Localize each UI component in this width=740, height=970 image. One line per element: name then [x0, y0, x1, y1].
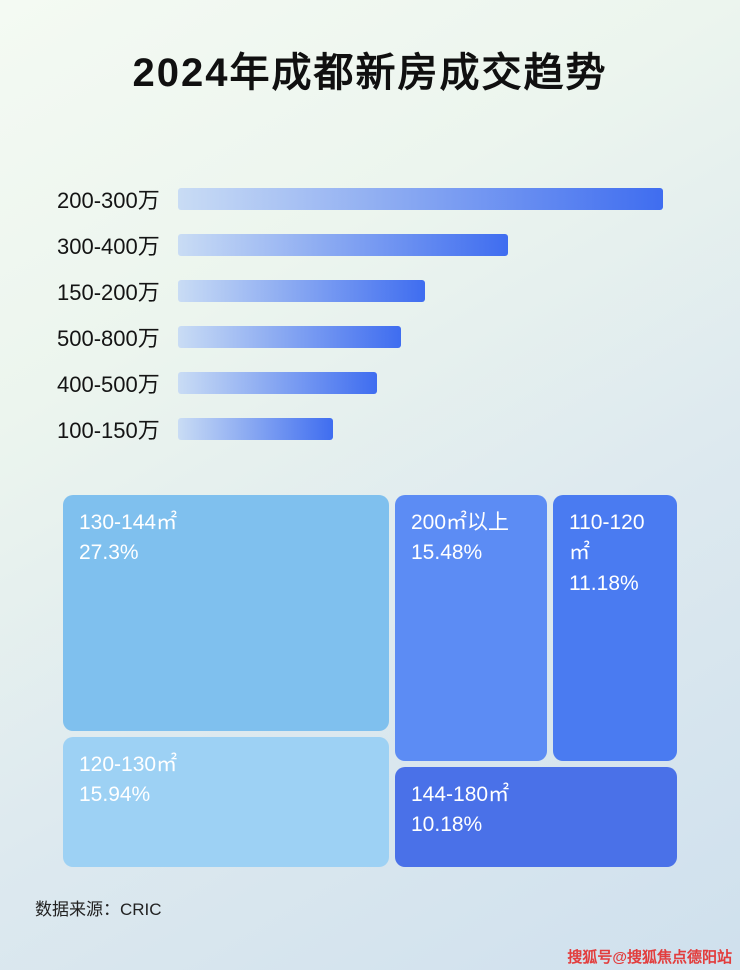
treemap-block-110-120: 110-120㎡ 11.18%	[553, 495, 677, 761]
treemap-block-144-180: 144-180㎡ 10.18%	[395, 767, 677, 867]
block-label: 120-130㎡	[79, 753, 178, 776]
block-percent: 15.94%	[79, 783, 151, 807]
block-label: 130-144㎡	[79, 511, 178, 534]
bar-category-label: 100-150万	[57, 418, 160, 443]
data-source-note: 数据来源：CRIC	[35, 900, 162, 919]
treemap-block-130-144: 130-144㎡ 27.3%	[63, 495, 389, 731]
bar	[178, 234, 508, 256]
block-percent: 15.48%	[411, 541, 483, 565]
block-percent: 27.3%	[79, 541, 139, 565]
bar-row: 500-800万	[57, 326, 663, 351]
bar-track	[178, 418, 663, 440]
block-label: 144-180㎡	[411, 783, 510, 806]
page-title: 2024年成都新房成交趋势	[132, 51, 608, 95]
bar	[178, 188, 663, 210]
bar-category-label: 500-800万	[57, 326, 160, 351]
treemap-block-200-plus: 200㎡以上 15.48%	[395, 495, 547, 761]
bar-track	[178, 326, 663, 348]
area-size-treemap: 130-144㎡ 27.3% 200㎡以上 15.48% 110-120㎡ 11…	[63, 495, 677, 867]
treemap-block-120-130: 120-130㎡ 15.94%	[63, 737, 389, 867]
bar-row: 300-400万	[57, 234, 663, 259]
block-label: 200㎡以上	[411, 511, 510, 534]
bar-track	[178, 234, 663, 256]
bar-row: 100-150万	[57, 418, 663, 443]
block-percent: 10.18%	[411, 813, 483, 837]
bar-track	[178, 280, 663, 302]
bar-category-label: 200-300万	[57, 188, 160, 213]
bar-track	[178, 188, 663, 210]
bar-track	[178, 372, 663, 394]
bar-row: 400-500万	[57, 372, 663, 397]
bar	[178, 418, 334, 440]
bar-category-label: 300-400万	[57, 234, 160, 259]
price-range-bar-chart: 200-300万 300-400万 150-200万 500-800万 400-…	[57, 188, 663, 443]
watermark-text: 搜狐号@搜狐焦点德阳站	[567, 949, 732, 966]
bar-category-label: 150-200万	[57, 280, 160, 305]
bar-category-label: 400-500万	[57, 372, 160, 397]
bar	[178, 372, 377, 394]
block-label: 110-120㎡	[569, 511, 645, 565]
block-percent: 11.18%	[569, 571, 639, 595]
bar-row: 200-300万	[57, 188, 663, 213]
bar	[178, 326, 402, 348]
bar	[178, 280, 426, 302]
bar-row: 150-200万	[57, 280, 663, 305]
